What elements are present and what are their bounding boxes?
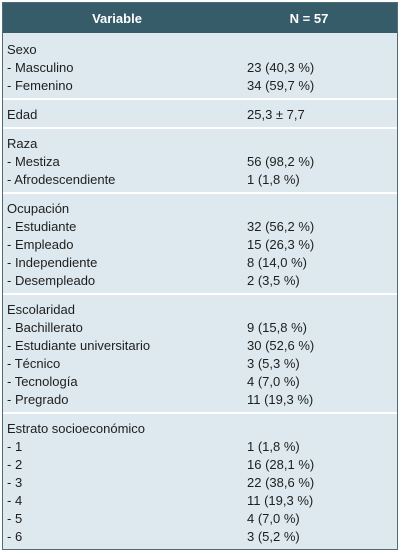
section-estrato: Estrato socioeconómico - 1 1 (1,8 %) - 2… [3, 412, 397, 549]
table-row: - Estudiante 32 (56,2 %) [3, 217, 397, 235]
table-row: - Afrodescendiente 1 (1,8 %) [3, 170, 397, 188]
row-label: - Tecnología [7, 373, 78, 389]
row-label: - Estudiante [7, 218, 77, 234]
row-value: 16 (28,1 %) [247, 456, 315, 472]
demographics-table: Variable N = 57 Sexo - Masculino 23 (40,… [2, 2, 398, 550]
row-label: - Mestiza [7, 153, 60, 169]
section-escolaridad: Escolaridad - Bachillerato 9 (15,8 %) - … [3, 293, 397, 412]
section-title-row: Sexo [3, 40, 397, 58]
row-value: 9 (15,8 %) [247, 319, 307, 335]
table-row: - Femenino 34 (59,7 %) [3, 76, 397, 94]
row-value: 32 (56,2 %) [247, 218, 315, 234]
table-row: - Estudiante universitario 30 (52,6 %) [3, 336, 397, 354]
section-title: Ocupación [7, 200, 70, 216]
row-value: 30 (52,6 %) [247, 337, 315, 353]
row-value: 11 (19,3 %) [247, 492, 314, 508]
section-title: Sexo [7, 41, 37, 57]
section-title: Estrato socioeconómico [7, 420, 146, 436]
section-title: Edad [7, 106, 38, 122]
table-row: - Bachillerato 9 (15,8 %) [3, 318, 397, 336]
table-row: - Desempleado 2 (3,5 %) [3, 271, 397, 289]
table-row: - 2 16 (28,1 %) [3, 455, 397, 473]
row-label: - Estudiante universitario [7, 337, 151, 353]
section-title-value: 25,3 ± 7,7 [247, 106, 305, 122]
row-value: 3 (5,3 %) [247, 355, 300, 371]
table-row: - Empleado 15 (26,3 %) [3, 235, 397, 253]
row-label: - 6 [7, 528, 23, 544]
section-ocupacion: Ocupación - Estudiante 32 (56,2 %) - Emp… [3, 192, 397, 293]
table-row: - Técnico 3 (5,3 %) [3, 354, 397, 372]
row-label: - Bachillerato [7, 319, 83, 335]
table-row: - Masculino 23 (40,3 %) [3, 58, 397, 76]
section-raza: Raza - Mestiza 56 (98,2 %) - Afrodescend… [3, 127, 397, 192]
row-label: - Empleado [7, 236, 74, 252]
section-title-row: Raza [3, 134, 397, 152]
section-sexo: Sexo - Masculino 23 (40,3 %) - Femenino … [3, 33, 397, 98]
section-title: Raza [7, 135, 38, 151]
table-row: - 4 11 (19,3 %) [3, 491, 397, 509]
table-row: - 6 3 (5,2 %) [3, 527, 397, 545]
section-title-row: Escolaridad [3, 300, 397, 318]
row-label: - Desempleado [7, 272, 96, 288]
row-label: - 2 [7, 456, 23, 472]
section-title-row: Edad 25,3 ± 7,7 [3, 105, 397, 123]
row-value: 15 (26,3 %) [247, 236, 315, 252]
row-value: 8 (14,0 %) [247, 254, 307, 270]
table-row: - Independiente 8 (14,0 %) [3, 253, 397, 271]
row-label: - 3 [7, 474, 23, 490]
row-value: 1 (1,8 %) [247, 438, 300, 454]
header-variable: Variable [92, 10, 142, 26]
section-title-row: Ocupación [3, 199, 397, 217]
row-label: - Pregrado [7, 391, 69, 407]
table-body: Sexo - Masculino 23 (40,3 %) - Femenino … [3, 33, 397, 549]
row-value: 56 (98,2 %) [247, 153, 315, 169]
row-value: 2 (3,5 %) [247, 272, 300, 288]
row-label: - Independiente [7, 254, 98, 270]
row-label: - Afrodescendiente [7, 171, 116, 187]
row-value: 4 (7,0 %) [247, 373, 300, 389]
row-value: 22 (38,6 %) [247, 474, 315, 490]
table-row: - 1 1 (1,8 %) [3, 437, 397, 455]
table-header: Variable N = 57 [3, 3, 397, 33]
row-label: - Masculino [7, 59, 74, 75]
section-title-row: Estrato socioeconómico [3, 419, 397, 437]
row-value: 4 (7,0 %) [247, 510, 300, 526]
table-row: - Tecnología 4 (7,0 %) [3, 372, 397, 390]
row-value: 3 (5,2 %) [247, 528, 300, 544]
row-label: - 5 [7, 510, 23, 526]
section-edad: Edad 25,3 ± 7,7 [3, 98, 397, 127]
section-title: Escolaridad [7, 301, 75, 317]
table-row: - 3 22 (38,6 %) [3, 473, 397, 491]
row-label: - Femenino [7, 77, 73, 93]
header-n: N = 57 [289, 10, 329, 26]
row-label: - Técnico [7, 355, 61, 371]
table-row: - Pregrado 11 (19,3 %) [3, 390, 397, 408]
row-label: - 1 [7, 438, 23, 454]
row-value: 11 (19,3 %) [247, 391, 314, 407]
row-label: - 4 [7, 492, 23, 508]
table-row: - Mestiza 56 (98,2 %) [3, 152, 397, 170]
row-value: 23 (40,3 %) [247, 59, 315, 75]
row-value: 34 (59,7 %) [247, 77, 315, 93]
table-row: - 5 4 (7,0 %) [3, 509, 397, 527]
row-value: 1 (1,8 %) [247, 171, 300, 187]
